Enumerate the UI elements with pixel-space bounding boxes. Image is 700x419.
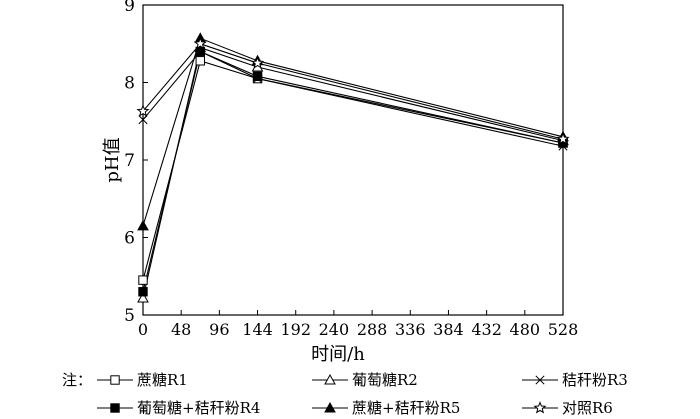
x-tick-label: 240 (319, 320, 350, 339)
data-point-r2 (137, 291, 149, 303)
axes: 0 48 96 144 192 240 288 336 384 432 480 528 5 6 7 8 9 (124, 0, 578, 339)
y-tick-label: 6 (124, 229, 135, 249)
x-tick-label: 384 (433, 320, 464, 339)
y-axis-label: pH值 (102, 137, 123, 182)
data-point-r6 (136, 104, 150, 117)
x-tick-label: 480 (510, 320, 541, 339)
x-tick-label: 48 (171, 320, 191, 339)
x-tick-label: 432 (471, 320, 502, 339)
series-line-r6 (142, 43, 564, 140)
series-line-r4 (142, 50, 564, 292)
data-point-r6 (193, 36, 207, 50)
x-tick-label: 0 (138, 320, 148, 339)
data-point-r3 (138, 115, 148, 125)
series-line-r3 (142, 50, 564, 147)
data-point-r4 (138, 287, 148, 297)
x-tick-label: 96 (209, 320, 229, 339)
data-point-r6 (251, 56, 265, 69)
data-point-r1 (195, 56, 205, 66)
data-point-r4 (252, 71, 263, 81)
series-lines (142, 37, 564, 299)
data-point-r1 (138, 275, 148, 285)
data-point-r5 (137, 219, 149, 231)
y-tick-label: 8 (124, 74, 135, 94)
x-tick-label: 192 (280, 320, 311, 339)
data-point-r6 (556, 132, 570, 145)
y-tick-label: 5 (124, 306, 135, 326)
series-line-r5 (142, 37, 564, 227)
series-line-r1 (142, 60, 564, 281)
x-tick-label: 288 (357, 320, 388, 339)
data-point-r4 (195, 46, 205, 57)
plot-frame (142, 4, 564, 316)
x-axis-label: 时间/h (311, 344, 365, 365)
series-markers (136, 32, 570, 303)
x-tick-label: 144 (242, 320, 273, 339)
y-tick-label: 7 (124, 151, 135, 171)
x-tick-label: 528 (548, 320, 579, 339)
series-line-r2 (142, 46, 564, 299)
y-tick-label: 9 (124, 0, 135, 16)
x-tick-label: 336 (395, 320, 426, 339)
